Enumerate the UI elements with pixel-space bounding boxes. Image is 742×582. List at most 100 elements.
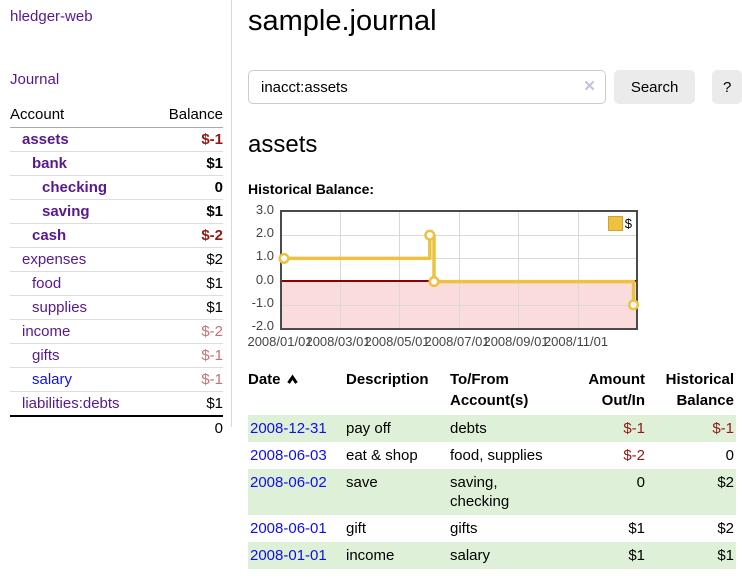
account-link-expenses[interactable]: expenses <box>22 251 87 268</box>
transaction-amount: $-1 <box>623 420 645 437</box>
account-link-bank[interactable]: bank <box>32 155 68 172</box>
accounts-header-account: Account <box>10 103 153 128</box>
transaction-date-link[interactable]: 2008-01-01 <box>250 547 327 564</box>
search-button[interactable]: Search <box>613 70 696 104</box>
account-balance: $-1 <box>152 343 223 368</box>
gridline <box>282 305 636 306</box>
transaction-balance: 0 <box>725 447 734 464</box>
sidebar-item-journal[interactable]: Journal <box>10 71 60 88</box>
account-link-saving[interactable]: saving <box>42 203 90 220</box>
app-brand-link[interactable]: hledger-web <box>10 8 93 25</box>
account-link-gifts[interactable]: gifts <box>32 347 60 364</box>
account-balance: $1 <box>152 151 223 176</box>
x-tick-label: 2008/09/01 <box>483 334 549 349</box>
chart-title: Historical Balance: <box>248 181 375 197</box>
help-button[interactable]: ? <box>712 70 742 104</box>
transaction-account: saving, checking <box>450 474 510 510</box>
account-row-bank: bank $1 <box>10 151 223 176</box>
transaction-balance: $2 <box>717 520 734 537</box>
account-balance: $1 <box>152 295 223 320</box>
account-balance: $1 <box>152 199 223 224</box>
gridline <box>459 212 460 328</box>
account-link-food[interactable]: food <box>32 275 62 292</box>
transaction-balance: $1 <box>717 547 734 564</box>
chart-legend: $ <box>607 216 632 231</box>
account-balance: $1 <box>152 391 223 416</box>
transaction-description: eat & shop <box>346 447 418 464</box>
date-header-label: Date <box>248 371 281 388</box>
account-link-income[interactable]: income <box>22 323 71 340</box>
account-row-expenses: expenses $2 <box>10 247 223 272</box>
account-link-checking[interactable]: checking <box>42 179 108 196</box>
data-point-marker <box>428 276 440 288</box>
account-balance: $1 <box>152 271 223 296</box>
register-header-account: To/From Account(s) <box>450 371 529 409</box>
y-tick-label: 0.0 <box>255 272 274 287</box>
register-row: 2008-06-02 save saving, checking 0 $2 <box>248 469 736 515</box>
accounts-total-row: 0 <box>10 415 223 440</box>
account-balance: $-2 <box>152 319 223 344</box>
y-tick-label: 1.0 <box>255 248 274 263</box>
data-point-marker <box>627 299 640 311</box>
register-row: 2008-06-01 gift gifts $1 $2 <box>248 515 736 542</box>
account-link-cash[interactable]: cash <box>32 227 67 244</box>
x-tick-label: 2008/05/01 <box>364 334 430 349</box>
transaction-description: income <box>346 547 395 564</box>
page-title: sample.journal <box>248 5 437 37</box>
x-tick-label: 2008/01/01 <box>247 334 313 349</box>
main-content: sample.journal ✕ Search ? assets Histori… <box>247 0 742 569</box>
x-tick-label: 2008/11/01 <box>543 334 609 349</box>
register-row: 2008-01-01 income salary $1 $1 <box>248 542 736 569</box>
register-row: 2008-06-03 eat & shop food, supplies $-2… <box>248 442 736 469</box>
transaction-date-link[interactable]: 2008-12-31 <box>250 420 327 437</box>
register-header-row: Date Description To/From Account(s) Amou… <box>248 367 736 415</box>
account-row-assets: assets $-1 <box>10 127 223 152</box>
account-row-saving: saving $1 <box>10 199 223 224</box>
account-row-income: income $-2 <box>10 319 223 344</box>
gridline <box>578 212 579 328</box>
accounts-total-value: 0 <box>152 415 223 440</box>
legend-label: $ <box>624 216 632 231</box>
transaction-description: gift <box>346 520 367 537</box>
y-tick-label: -1.0 <box>251 295 274 310</box>
account-link-salary[interactable]: salary <box>32 371 73 388</box>
transaction-amount: $1 <box>628 547 645 564</box>
account-link-liabilities-debts[interactable]: liabilities:debts <box>22 395 120 412</box>
accounts-header-balance: Balance <box>152 103 223 128</box>
transaction-date-link[interactable]: 2008-06-03 <box>250 447 327 464</box>
register-header-description: Description <box>346 371 429 388</box>
account-heading: assets <box>248 131 318 158</box>
register-header-balance: Historical Balance <box>665 371 734 409</box>
y-tick-label: 3.0 <box>255 202 274 217</box>
register-row: 2008-12-31 pay off debts $-1 $-1 <box>248 415 736 442</box>
transaction-date-link[interactable]: 2008-06-01 <box>250 520 327 537</box>
account-link-assets[interactable]: assets <box>22 131 69 148</box>
transaction-description: pay off <box>346 420 391 437</box>
historical-balance-chart: 3.0 2.0 1.0 0.0 -1.0 -2.0 <box>247 202 648 349</box>
transaction-account: gifts <box>450 520 478 537</box>
register-table: Date Description To/From Account(s) Amou… <box>248 367 736 569</box>
clear-search-icon[interactable]: ✕ <box>583 78 596 95</box>
account-balance: $-1 <box>152 127 223 152</box>
sidebar: hledger-web Journal Account Balance asse… <box>0 0 232 440</box>
account-row-food: food $1 <box>10 271 223 296</box>
account-link-supplies[interactable]: supplies <box>32 299 88 316</box>
gridline <box>518 212 519 328</box>
transaction-account: salary <box>450 547 491 564</box>
transaction-balance: $-1 <box>712 420 734 437</box>
register-header-date[interactable]: Date <box>248 367 346 415</box>
search-form: ✕ Search ? <box>248 70 742 104</box>
transaction-date-link[interactable]: 2008-06-02 <box>250 474 327 491</box>
balance-step-line <box>278 229 640 311</box>
gridline <box>282 235 636 236</box>
transaction-account: debts <box>450 420 487 437</box>
transaction-balance: $2 <box>717 474 734 491</box>
account-row-liabilities-debts: liabilities:debts $1 <box>10 391 223 416</box>
account-balance: 0 <box>152 175 223 200</box>
gridline <box>340 212 341 328</box>
account-row-supplies: supplies $1 <box>10 295 223 320</box>
y-tick-label: -2.0 <box>251 318 274 333</box>
search-input[interactable] <box>248 70 606 104</box>
plot-area[interactable]: $ <box>278 210 640 330</box>
data-point-marker <box>278 252 290 264</box>
